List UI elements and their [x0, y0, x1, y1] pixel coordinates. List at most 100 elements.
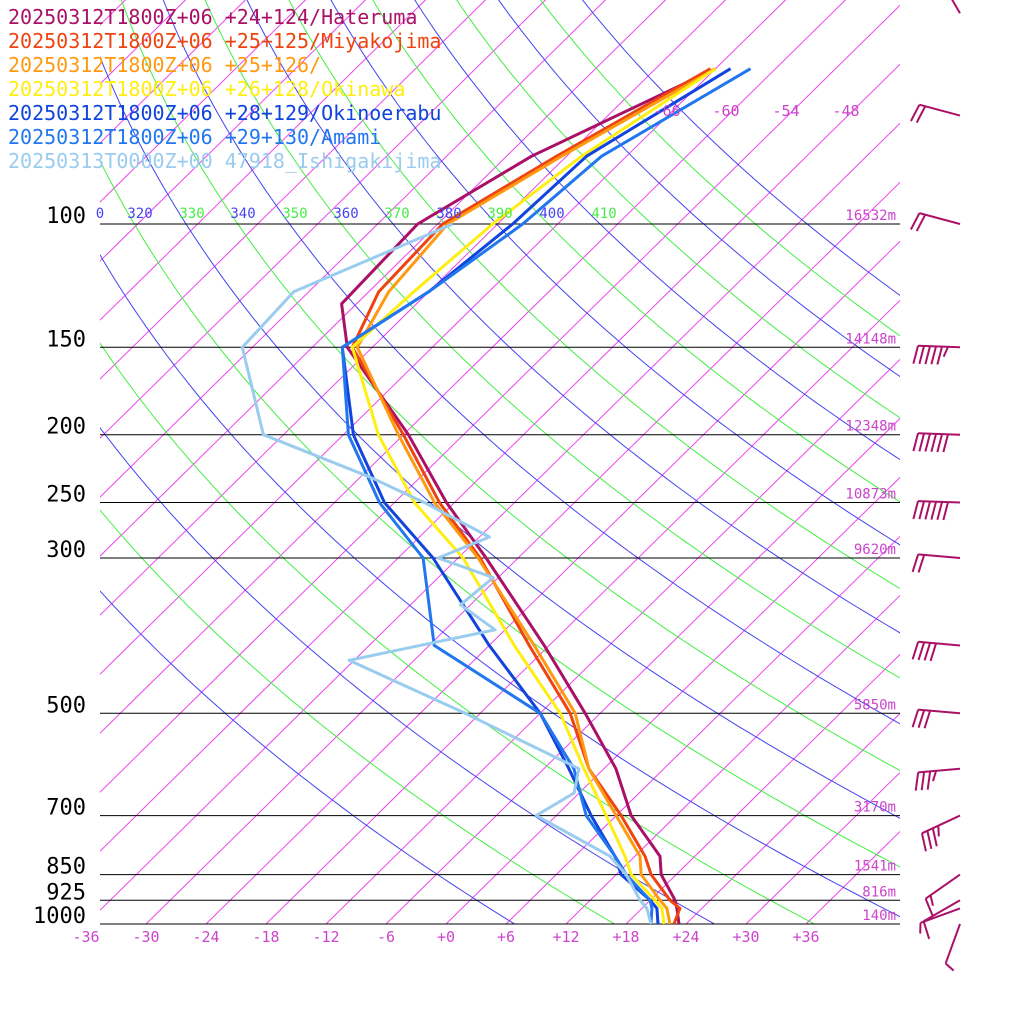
- barb-feather: [911, 641, 920, 660]
- wind-barb: [922, 899, 961, 940]
- barb-feather: [926, 830, 933, 850]
- barb-feather: [912, 500, 919, 520]
- temperature-tick-label: +0: [437, 928, 455, 946]
- barb-feather: [922, 920, 931, 940]
- barb-feather: [929, 895, 934, 906]
- wind-barb: [911, 708, 961, 729]
- temperature-tick-label: +18: [612, 928, 639, 946]
- temperature-tick-label: +36: [792, 928, 819, 946]
- barb-feather: [917, 554, 926, 573]
- pressure-tick-label: 925: [46, 880, 86, 905]
- barb-feather: [911, 709, 920, 728]
- barb-feather: [910, 212, 921, 230]
- barb-feather: [944, 962, 955, 972]
- barb-feather: [918, 501, 925, 520]
- barb-staff: [919, 212, 961, 225]
- dry-adiabat-grid: [100, 0, 900, 924]
- barb-feather: [923, 710, 932, 729]
- isotherm-line: [625, 653, 900, 924]
- sounding-line: [340, 67, 717, 924]
- barb-feather: [924, 433, 931, 452]
- barb-staff: [923, 899, 961, 923]
- theta-label: 320: [127, 206, 152, 222]
- temperature-tick-label: +6: [497, 928, 515, 946]
- isotherm-top-label: -48: [832, 102, 859, 120]
- wind-barb: [951, 0, 961, 14]
- moist-adiabat-line: [100, 342, 816, 924]
- legend-entry: 20250312T1800Z+06 +28+129/Okinoerabu: [8, 101, 441, 125]
- height-label: 140m: [862, 908, 896, 924]
- height-label: 816m: [862, 884, 896, 900]
- height-label: 14148m: [845, 331, 896, 347]
- isotherm-line: [565, 594, 900, 924]
- theta-label: 410: [591, 206, 616, 222]
- dry-adiabat-line: [100, 253, 900, 918]
- barb-feather: [936, 433, 943, 453]
- wind-barb: [944, 923, 961, 972]
- temperature-tick-label: +30: [732, 928, 759, 946]
- barb-staff: [917, 344, 961, 349]
- pressure-tick-label: 200: [46, 415, 86, 440]
- barb-feather: [920, 833, 927, 852]
- barb-feather: [930, 501, 937, 520]
- barb-feather: [915, 214, 927, 232]
- barb-feather: [912, 433, 919, 452]
- height-label: 9620m: [854, 542, 896, 558]
- barb-feather: [924, 501, 931, 520]
- barb-staff: [925, 873, 961, 900]
- barb-staff: [944, 923, 961, 964]
- pressure-tick-label: 500: [46, 693, 86, 718]
- barb-staff: [918, 708, 961, 715]
- moist-adiabat-line: [288, 0, 900, 590]
- isotherm-top-label: -60: [712, 102, 739, 120]
- theta-label: 330: [179, 206, 204, 222]
- sounding-line: [240, 222, 653, 924]
- wind-barb: [910, 103, 961, 124]
- wind-barb: [910, 212, 961, 232]
- barb-feather: [917, 642, 926, 661]
- wind-barbs: [910, 0, 961, 972]
- barb-feather: [930, 433, 937, 452]
- sounding-line: [340, 67, 752, 924]
- barb-feather: [910, 104, 921, 122]
- barb-staff: [921, 814, 961, 835]
- moist-adiabat-line: [120, 0, 900, 772]
- temperature-tick-label: -6: [377, 928, 395, 946]
- barb-staff: [951, 0, 961, 14]
- barb-staff: [918, 553, 961, 559]
- barb-feather: [911, 554, 920, 573]
- sounding-line: [350, 67, 717, 924]
- barb-feather: [931, 828, 938, 847]
- temperature-tick-label: -24: [192, 928, 219, 946]
- barb-feather: [920, 771, 926, 791]
- theta-label: 360: [333, 206, 358, 222]
- dry-adiabat-line: [498, 0, 900, 378]
- barb-feather: [915, 105, 927, 124]
- wind-barb: [912, 344, 961, 365]
- legend-entry: 20250312T1800Z+06 +29+130/Amami: [8, 125, 381, 149]
- theta-label: 340: [230, 206, 255, 222]
- legend-entry: 20250312T1800Z+06 +26+128/Okinawa: [8, 77, 405, 101]
- height-label: 12348m: [845, 419, 896, 435]
- pressure-tick-label: 150: [46, 327, 86, 352]
- pressure-tick-label: 1000: [33, 904, 86, 929]
- moist-adiabat-line: [456, 0, 900, 419]
- pressure-tick-label: 700: [46, 796, 86, 821]
- theta-label: 350: [282, 206, 307, 222]
- dry-adiabat-line: [100, 426, 716, 924]
- barb-feather: [926, 771, 932, 790]
- sounding-line: [350, 67, 712, 924]
- height-label: 16532m: [845, 208, 896, 224]
- isotherm-line: [100, 0, 367, 262]
- barb-staff: [918, 640, 961, 647]
- wind-barb: [924, 873, 961, 917]
- barb-staff: [919, 103, 961, 117]
- legend-entry: 20250313T0000Z+00 47918_Ishigakijima: [8, 149, 441, 173]
- temperature-tick-label: +12: [552, 928, 579, 946]
- sounding-series: [240, 67, 752, 924]
- wind-barb: [914, 767, 961, 791]
- isotherm-top-label: -54: [772, 102, 799, 120]
- theta-label: 0: [96, 206, 104, 222]
- legend: 20250312T1800Z+06 +24+124/Hateruma202503…: [8, 5, 441, 173]
- axis-labels: 100 16532m 150 14148m 200 12348m 250 10873m 300 9…: [33, 102, 896, 946]
